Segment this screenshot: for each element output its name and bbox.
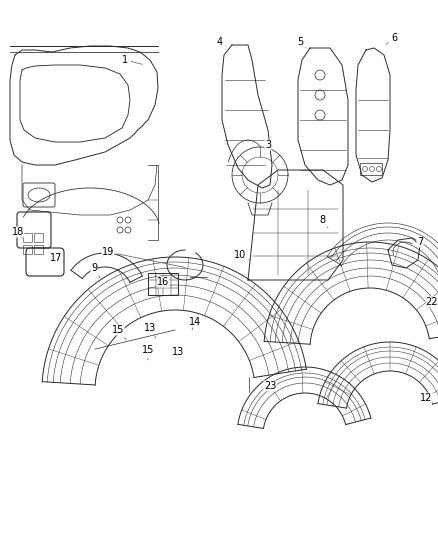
Bar (23, 233, 32, 242)
Text: 18: 18 (12, 227, 24, 238)
Text: 13: 13 (172, 347, 184, 358)
Text: 14: 14 (189, 317, 201, 330)
Text: 16: 16 (157, 277, 169, 288)
Text: 19: 19 (102, 247, 185, 268)
Text: 1: 1 (122, 55, 142, 65)
Text: 22: 22 (426, 297, 438, 308)
Text: 4: 4 (217, 37, 226, 47)
Text: 3: 3 (265, 140, 271, 150)
Bar (148, 273, 178, 295)
Text: 13: 13 (144, 323, 156, 338)
Text: 8: 8 (319, 215, 328, 228)
Text: 10: 10 (234, 250, 250, 260)
Bar (34, 245, 43, 254)
Text: 17: 17 (50, 253, 62, 263)
Bar (23, 245, 32, 254)
Text: 12: 12 (420, 393, 432, 403)
Text: 6: 6 (386, 33, 397, 44)
Text: 7: 7 (416, 237, 423, 248)
Text: 5: 5 (297, 37, 306, 48)
Bar (360, 163, 382, 175)
Text: 15: 15 (142, 345, 154, 360)
Text: 11: 11 (0, 532, 1, 533)
Text: 9: 9 (91, 263, 100, 278)
Text: 15: 15 (112, 325, 126, 340)
Bar (34, 233, 43, 242)
Text: 23: 23 (264, 381, 276, 392)
